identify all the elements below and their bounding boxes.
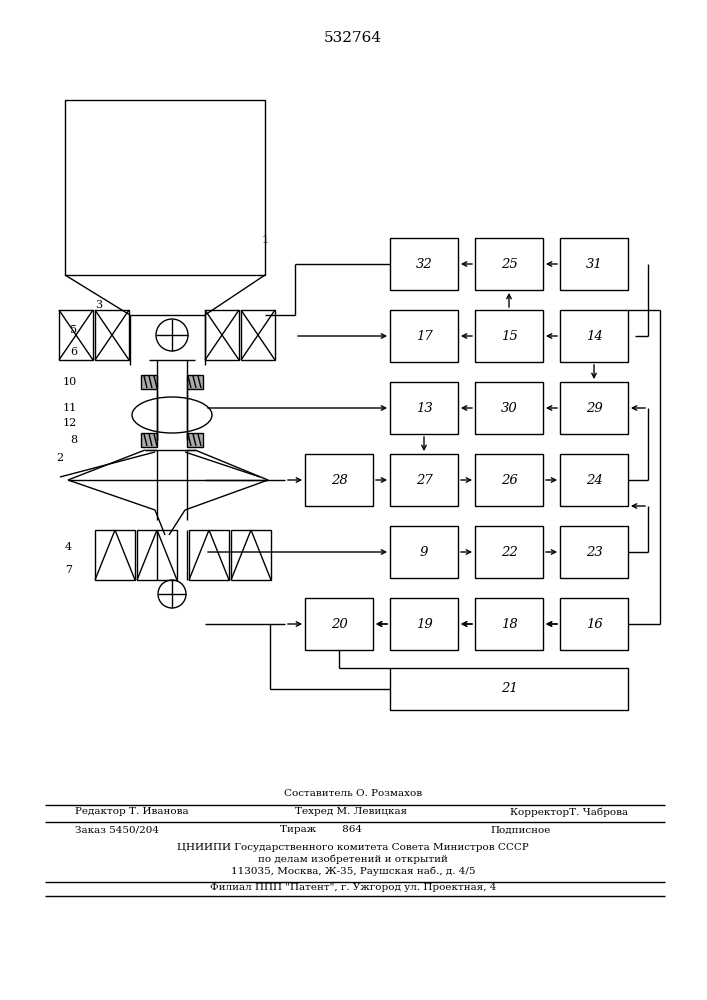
Bar <box>390 382 458 434</box>
Text: 19: 19 <box>416 617 433 631</box>
Bar <box>560 526 628 578</box>
Text: по делам изобретений и открытий: по делам изобретений и открытий <box>258 854 448 864</box>
Bar <box>305 598 373 650</box>
Text: 22: 22 <box>501 546 518 558</box>
Bar <box>95 310 129 360</box>
Text: 21: 21 <box>501 682 518 696</box>
Text: 30: 30 <box>501 401 518 414</box>
Bar <box>305 454 373 506</box>
Text: 11: 11 <box>63 403 77 413</box>
Text: 32: 32 <box>416 257 433 270</box>
Text: 27: 27 <box>416 474 433 487</box>
Text: 15: 15 <box>501 330 518 342</box>
Bar <box>241 310 275 360</box>
Text: 13: 13 <box>416 401 433 414</box>
Bar <box>560 454 628 506</box>
Text: 1: 1 <box>262 235 269 245</box>
Bar <box>390 668 628 710</box>
Bar <box>137 530 177 580</box>
Text: Составитель О. Розмахов: Составитель О. Розмахов <box>284 790 422 798</box>
Text: 7: 7 <box>65 565 72 575</box>
Text: 17: 17 <box>416 330 433 342</box>
Bar <box>390 598 458 650</box>
Text: КорректорТ. Чаброва: КорректорТ. Чаброва <box>510 807 628 817</box>
Bar <box>390 454 458 506</box>
Text: ЦНИИПИ Государственного комитета Совета Министров СССР: ЦНИИПИ Государственного комитета Совета … <box>177 842 529 852</box>
Text: 16: 16 <box>585 617 602 631</box>
Bar <box>141 433 157 447</box>
Bar <box>475 454 543 506</box>
Text: 14: 14 <box>585 330 602 342</box>
Text: 9: 9 <box>420 546 428 558</box>
Bar <box>475 310 543 362</box>
Text: Тираж        864: Тираж 864 <box>280 826 362 834</box>
Text: 29: 29 <box>585 401 602 414</box>
Text: 12: 12 <box>63 418 77 428</box>
Text: 24: 24 <box>585 474 602 487</box>
Bar <box>560 382 628 434</box>
Bar <box>390 238 458 290</box>
Text: Редактор Т. Иванова: Редактор Т. Иванова <box>75 808 189 816</box>
Text: 18: 18 <box>501 617 518 631</box>
Bar <box>560 598 628 650</box>
Bar <box>390 310 458 362</box>
Text: 5: 5 <box>70 325 77 335</box>
Text: 28: 28 <box>331 474 347 487</box>
Text: 6: 6 <box>70 347 77 357</box>
Bar <box>141 375 157 389</box>
Text: 31: 31 <box>585 257 602 270</box>
Bar <box>475 238 543 290</box>
Bar <box>475 382 543 434</box>
Bar <box>95 530 135 580</box>
Text: 8: 8 <box>70 435 77 445</box>
Text: 3: 3 <box>95 300 102 310</box>
Bar <box>187 433 203 447</box>
Text: Заказ 5450/204: Заказ 5450/204 <box>75 826 159 834</box>
Bar <box>189 530 229 580</box>
Text: Подписное: Подписное <box>490 826 550 834</box>
Text: 532764: 532764 <box>324 31 382 45</box>
Text: 2: 2 <box>56 453 63 463</box>
Bar <box>475 526 543 578</box>
Bar <box>231 530 271 580</box>
Text: 113035, Москва, Ж-35, Раушская наб., д. 4/5: 113035, Москва, Ж-35, Раушская наб., д. … <box>230 866 475 876</box>
Text: Филиал ППП "Патент", г. Ужгород ул. Проектная, 4: Филиал ППП "Патент", г. Ужгород ул. Прое… <box>210 884 496 892</box>
Text: 10: 10 <box>63 377 77 387</box>
Bar <box>560 310 628 362</box>
Text: 25: 25 <box>501 257 518 270</box>
Bar <box>187 375 203 389</box>
Bar <box>65 100 265 275</box>
Text: 4: 4 <box>65 542 72 552</box>
Text: Техред М. Левицкая: Техред М. Левицкая <box>295 808 407 816</box>
Bar <box>205 310 239 360</box>
Bar <box>59 310 93 360</box>
Bar <box>560 238 628 290</box>
Text: 26: 26 <box>501 474 518 487</box>
Bar <box>475 598 543 650</box>
Text: 20: 20 <box>331 617 347 631</box>
Bar <box>390 526 458 578</box>
Text: 23: 23 <box>585 546 602 558</box>
